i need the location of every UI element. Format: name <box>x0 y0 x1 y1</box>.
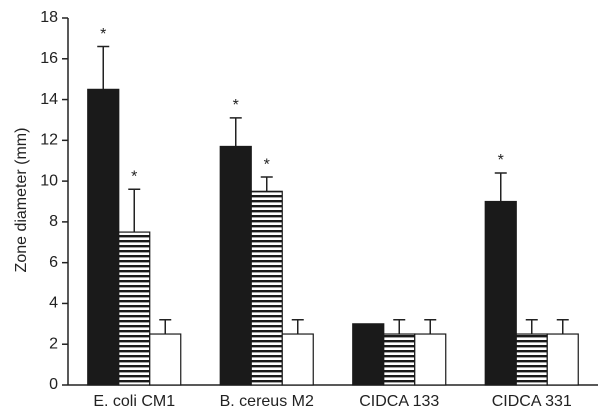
bar <box>219 145 252 386</box>
error-bar <box>393 319 406 335</box>
error-bar <box>97 45 110 90</box>
y-tick-label: 10 <box>40 172 58 189</box>
error-bar <box>424 319 437 335</box>
bar <box>484 200 517 386</box>
y-tick-label: 4 <box>49 295 58 312</box>
bar <box>250 190 283 386</box>
bar <box>383 333 416 386</box>
y-tick-label: 2 <box>49 335 58 352</box>
y-tick-label: 8 <box>49 213 58 230</box>
bar <box>546 333 579 386</box>
error-bar <box>159 319 172 335</box>
y-axis-label: Zone diameter (mm) <box>13 128 30 273</box>
y-tick-label: 6 <box>49 254 58 271</box>
error-bar <box>229 117 242 147</box>
significance-marker: * <box>233 97 239 114</box>
bar <box>352 323 385 386</box>
error-bar <box>260 176 273 192</box>
x-tick-label: CIDCA 331 <box>492 393 572 410</box>
bar <box>87 88 120 386</box>
bar <box>118 231 151 386</box>
error-bar <box>291 319 304 335</box>
x-tick-label: CIDCA 133 <box>359 393 439 410</box>
error-bar <box>556 319 569 335</box>
x-tick-label: E. coli CM1 <box>93 393 175 410</box>
x-tick-label: B. cereus M2 <box>220 393 314 410</box>
significance-marker: * <box>264 156 270 173</box>
y-tick-label: 16 <box>40 50 58 67</box>
y-tick-label: 0 <box>49 376 58 393</box>
y-tick-label: 12 <box>40 132 58 149</box>
bar <box>149 333 182 386</box>
y-tick-label: 14 <box>40 91 58 108</box>
error-bar <box>494 172 507 202</box>
error-bar <box>525 319 538 335</box>
bar <box>515 333 548 386</box>
significance-marker: * <box>498 152 504 169</box>
significance-marker: * <box>131 168 137 185</box>
error-bar <box>128 188 141 233</box>
bar <box>414 333 447 386</box>
y-tick-label: 18 <box>40 9 58 26</box>
significance-marker: * <box>100 26 106 43</box>
bar <box>281 333 314 386</box>
